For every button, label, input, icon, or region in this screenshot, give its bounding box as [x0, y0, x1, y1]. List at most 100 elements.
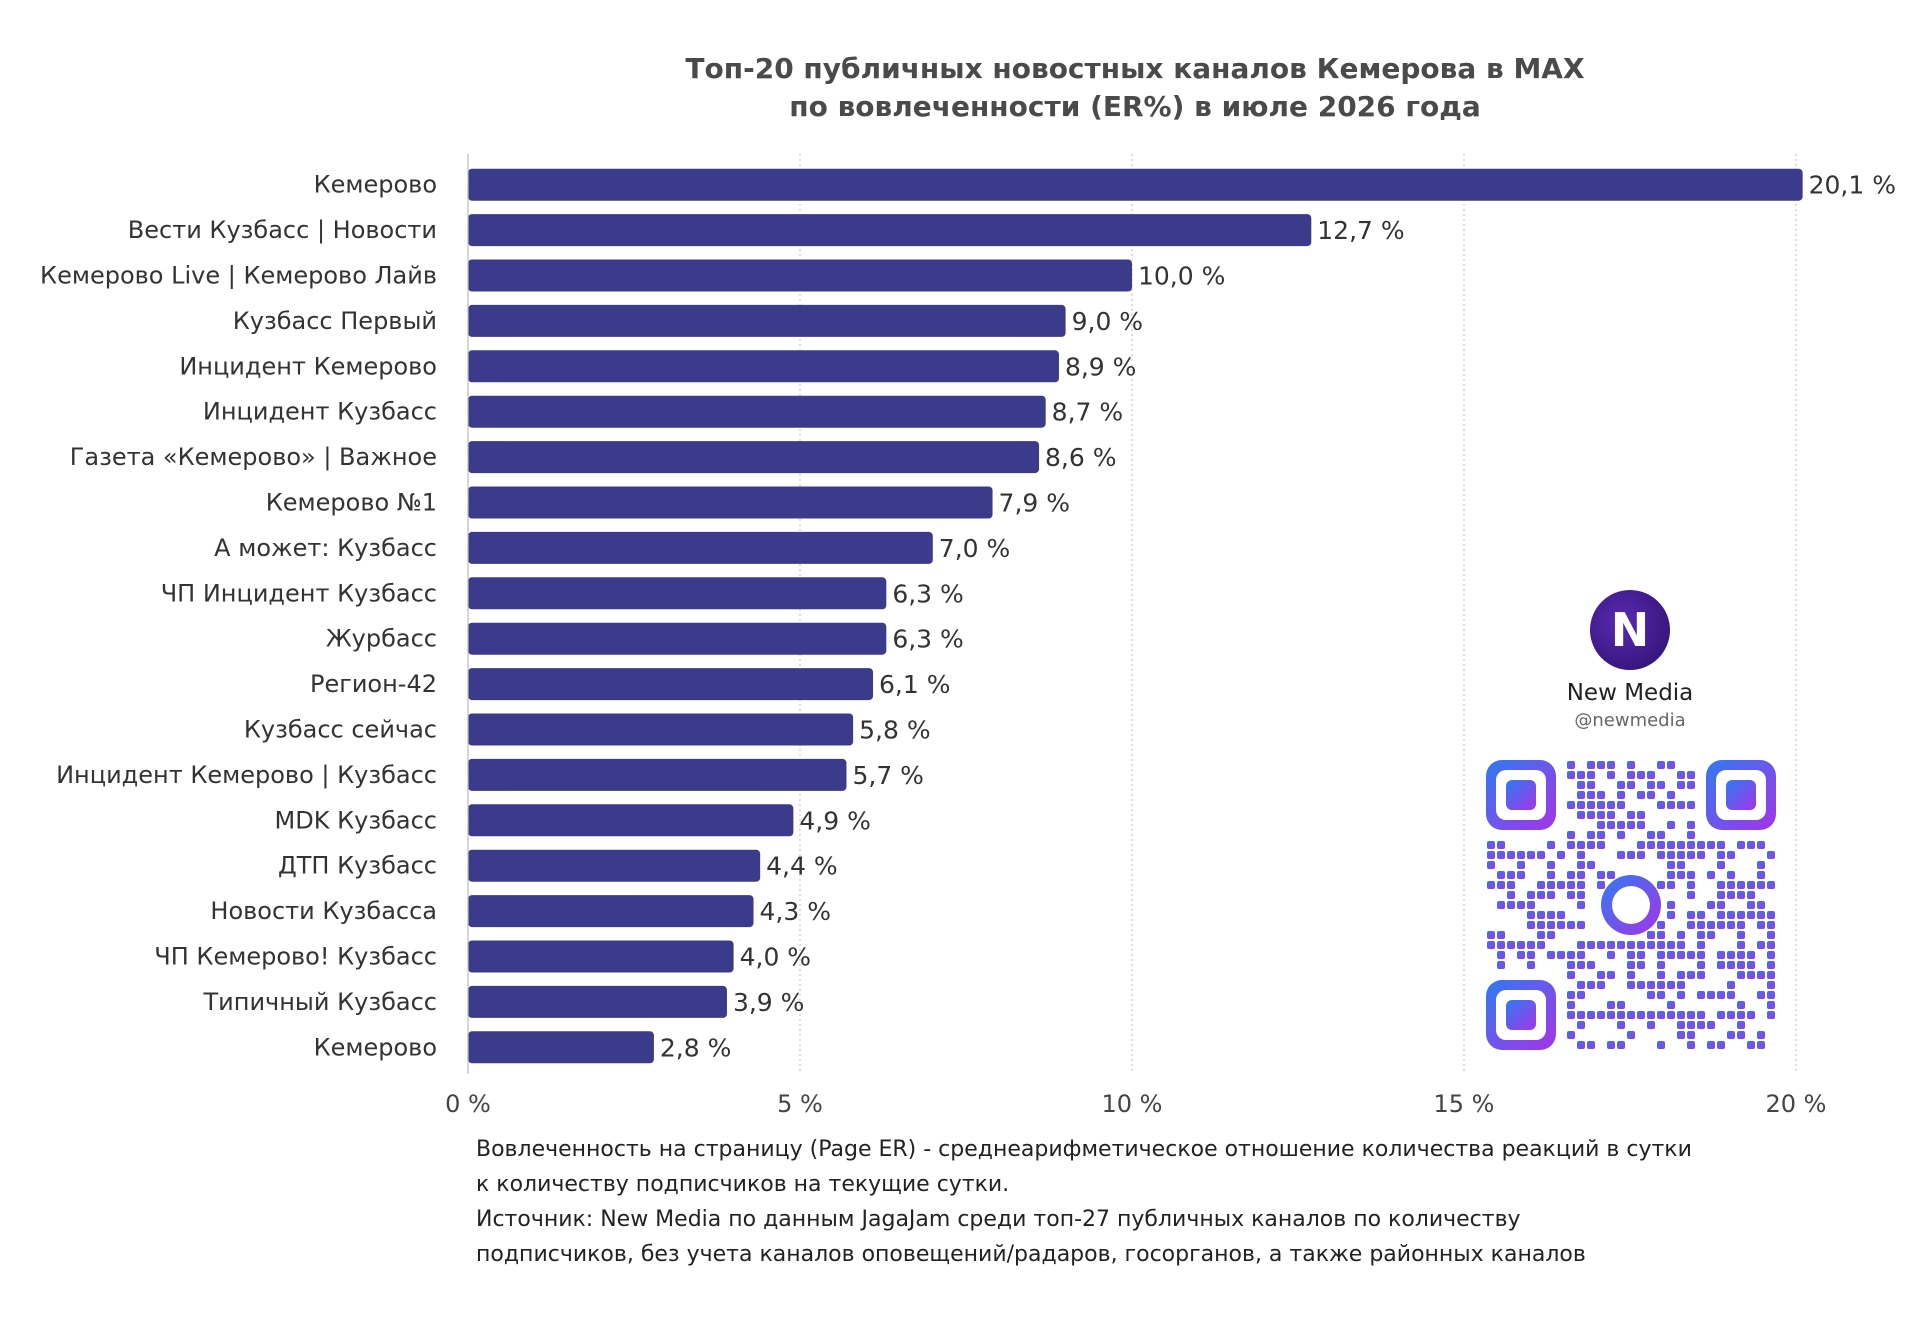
qr-module	[1567, 991, 1575, 999]
qr-module	[1647, 1021, 1655, 1029]
qr-module	[1577, 1011, 1585, 1019]
qr-module	[1607, 801, 1615, 809]
category-label: Типичный Кузбасс	[203, 988, 438, 1016]
qr-module	[1577, 1041, 1585, 1049]
qr-module	[1707, 901, 1715, 909]
qr-module	[1567, 801, 1575, 809]
qr-module	[1577, 841, 1585, 849]
category-label: ЧП Инцидент Кузбасс	[161, 579, 437, 607]
qr-module	[1737, 921, 1745, 929]
qr-module	[1597, 821, 1605, 829]
qr-module	[1497, 931, 1505, 939]
qr-module	[1577, 791, 1585, 799]
qr-module	[1757, 991, 1765, 999]
qr-module	[1617, 1001, 1625, 1009]
data-label: 8,7 %	[1052, 398, 1123, 427]
qr-module	[1577, 961, 1585, 969]
qr-module	[1697, 851, 1705, 859]
qr-module	[1557, 921, 1565, 929]
qr-module	[1757, 871, 1765, 879]
qr-module	[1767, 1011, 1775, 1019]
bar	[468, 668, 874, 701]
qr-module	[1657, 841, 1665, 849]
qr-module	[1737, 881, 1745, 889]
qr-module	[1667, 1011, 1675, 1019]
qr-module	[1687, 1011, 1695, 1019]
data-label: 10,0 %	[1138, 262, 1225, 291]
category-label: Инцидент Кемерово	[179, 352, 437, 380]
data-label: 9,0 %	[1072, 307, 1143, 336]
qr-module	[1527, 891, 1535, 899]
qr-module	[1697, 911, 1705, 919]
bar	[468, 985, 727, 1018]
qr-module	[1587, 771, 1595, 779]
qr-module	[1717, 911, 1725, 919]
qr-module	[1717, 1011, 1725, 1019]
qr-module	[1607, 761, 1615, 769]
qr-module	[1707, 1021, 1715, 1029]
qr-module	[1657, 851, 1665, 859]
category-label: Кемерово	[314, 171, 437, 199]
qr-module	[1627, 981, 1635, 989]
qr-module	[1527, 911, 1535, 919]
qr-module	[1717, 901, 1725, 909]
qr-module	[1677, 861, 1685, 869]
qr-module	[1717, 991, 1725, 999]
qr-module	[1687, 801, 1695, 809]
footnote-line-1: Вовлеченность на страницу (Page ER) - ср…	[476, 1137, 1692, 1162]
qr-module	[1577, 991, 1585, 999]
qr-module	[1547, 891, 1555, 899]
qr-module	[1657, 951, 1665, 959]
qr-module	[1667, 851, 1675, 859]
qr-module	[1657, 1041, 1665, 1049]
brand-block: N New Media @newmedia	[1480, 590, 1780, 731]
qr-module	[1497, 871, 1505, 879]
qr-module	[1657, 971, 1665, 979]
qr-module	[1507, 851, 1515, 859]
qr-module	[1767, 921, 1775, 929]
qr-module	[1687, 821, 1695, 829]
data-label: 6,3 %	[892, 625, 963, 654]
qr-module	[1697, 1021, 1705, 1029]
qr-module	[1577, 861, 1585, 869]
qr-module	[1757, 1031, 1765, 1039]
qr-module	[1707, 871, 1715, 879]
qr-module	[1577, 871, 1585, 879]
qr-module	[1487, 861, 1495, 869]
qr-module	[1547, 881, 1555, 889]
qr-module	[1567, 891, 1575, 899]
category-label: Инцидент Кемерово | Кузбасс	[56, 761, 437, 789]
qr-module	[1757, 901, 1765, 909]
qr-module	[1597, 811, 1605, 819]
data-label: 2,8 %	[660, 1033, 731, 1062]
qr-module	[1657, 991, 1665, 999]
data-label: 5,7 %	[852, 761, 923, 790]
qr-module	[1497, 851, 1505, 859]
qr-module	[1517, 951, 1525, 959]
qr-module	[1727, 981, 1735, 989]
qr-module	[1587, 761, 1595, 769]
qr-module	[1717, 881, 1725, 889]
qr-module	[1737, 951, 1745, 959]
qr-module	[1577, 851, 1585, 859]
qr-module	[1737, 1011, 1745, 1019]
qr-module	[1687, 851, 1695, 859]
footnote: Вовлеченность на страницу (Page ER) - ср…	[476, 1132, 1736, 1272]
qr-module	[1627, 821, 1635, 829]
qr-module	[1637, 821, 1645, 829]
qr-module	[1517, 871, 1525, 879]
data-label: 5,8 %	[859, 716, 930, 745]
bar	[468, 940, 734, 973]
data-label: 20,1 %	[1809, 171, 1896, 200]
qr-module	[1667, 801, 1675, 809]
qr-module	[1597, 831, 1605, 839]
qr-module	[1517, 861, 1525, 869]
qr-module	[1627, 941, 1635, 949]
qr-module	[1577, 891, 1585, 899]
qr-module	[1667, 881, 1675, 889]
category-label: Журбасс	[326, 625, 437, 653]
chart-title: Топ-20 публичных новостных каналов Кемер…	[0, 50, 1920, 126]
category-label: Кузбасс сейчас	[244, 716, 437, 744]
qr-module	[1747, 901, 1755, 909]
